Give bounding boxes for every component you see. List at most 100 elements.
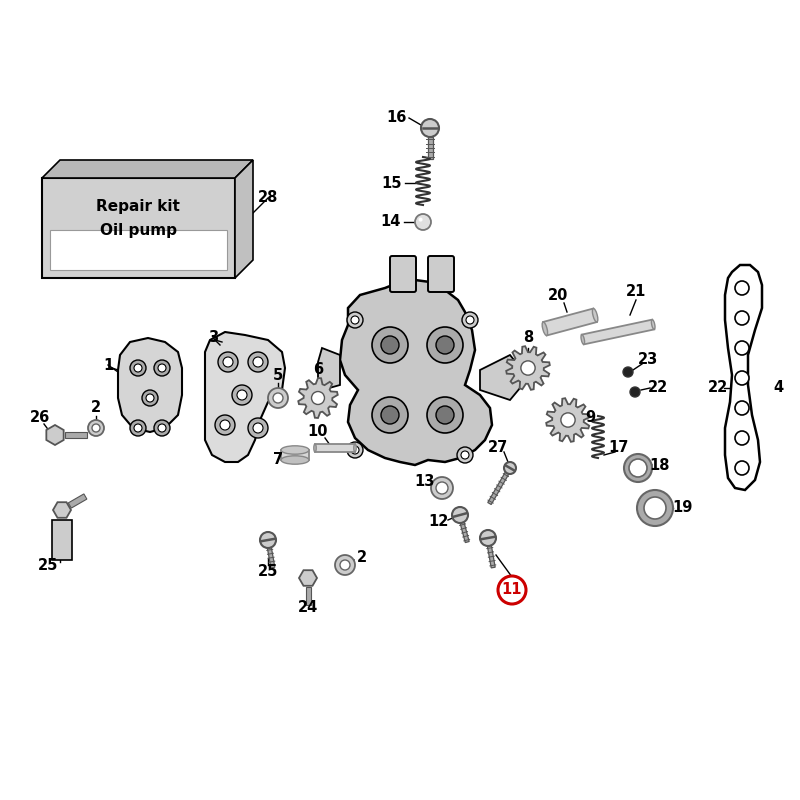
Ellipse shape bbox=[542, 322, 548, 335]
Ellipse shape bbox=[592, 309, 598, 322]
Text: 17: 17 bbox=[608, 441, 628, 455]
Text: 4: 4 bbox=[773, 381, 783, 395]
Polygon shape bbox=[546, 398, 590, 442]
Circle shape bbox=[340, 560, 350, 570]
Text: 14: 14 bbox=[381, 214, 401, 230]
Circle shape bbox=[372, 397, 408, 433]
Circle shape bbox=[218, 352, 238, 372]
Polygon shape bbox=[205, 332, 285, 462]
Circle shape bbox=[134, 424, 142, 432]
Polygon shape bbox=[460, 522, 469, 542]
Circle shape bbox=[415, 214, 431, 230]
Polygon shape bbox=[340, 280, 492, 465]
Circle shape bbox=[457, 447, 473, 463]
Text: 13: 13 bbox=[415, 474, 435, 490]
Circle shape bbox=[223, 357, 233, 367]
Text: 12: 12 bbox=[428, 514, 448, 530]
Circle shape bbox=[372, 327, 408, 363]
Circle shape bbox=[735, 341, 749, 355]
Circle shape bbox=[623, 367, 633, 377]
Ellipse shape bbox=[581, 334, 585, 344]
Text: 27: 27 bbox=[488, 441, 508, 455]
Polygon shape bbox=[427, 137, 433, 159]
Circle shape bbox=[480, 530, 496, 546]
Text: 26: 26 bbox=[30, 410, 50, 426]
Text: 22: 22 bbox=[708, 381, 728, 395]
Polygon shape bbox=[118, 338, 182, 432]
Circle shape bbox=[561, 413, 575, 427]
Text: 25: 25 bbox=[38, 558, 58, 573]
Circle shape bbox=[461, 451, 469, 459]
Circle shape bbox=[427, 397, 463, 433]
Circle shape bbox=[158, 364, 166, 372]
Text: 21: 21 bbox=[626, 285, 646, 299]
Text: 24: 24 bbox=[298, 601, 318, 615]
Text: 20: 20 bbox=[548, 287, 568, 302]
Ellipse shape bbox=[354, 444, 356, 452]
Text: Oil pump: Oil pump bbox=[99, 222, 177, 238]
Circle shape bbox=[452, 507, 468, 523]
Circle shape bbox=[130, 420, 146, 436]
Circle shape bbox=[521, 361, 535, 375]
Text: 18: 18 bbox=[650, 458, 670, 473]
Circle shape bbox=[311, 391, 325, 405]
Text: 1: 1 bbox=[103, 358, 113, 373]
Circle shape bbox=[462, 312, 478, 328]
Text: Repair kit: Repair kit bbox=[96, 198, 180, 214]
Circle shape bbox=[268, 388, 288, 408]
Circle shape bbox=[335, 555, 355, 575]
Circle shape bbox=[644, 497, 666, 519]
FancyBboxPatch shape bbox=[390, 256, 416, 292]
Circle shape bbox=[130, 360, 146, 376]
Polygon shape bbox=[298, 378, 338, 418]
Polygon shape bbox=[488, 472, 509, 505]
Circle shape bbox=[735, 371, 749, 385]
Text: 3: 3 bbox=[208, 330, 218, 346]
Polygon shape bbox=[52, 520, 72, 560]
Text: 25: 25 bbox=[258, 565, 278, 579]
Circle shape bbox=[421, 119, 439, 137]
Circle shape bbox=[220, 420, 230, 430]
Circle shape bbox=[381, 336, 399, 354]
Polygon shape bbox=[506, 346, 550, 390]
Circle shape bbox=[629, 459, 647, 477]
Circle shape bbox=[142, 390, 158, 406]
Circle shape bbox=[260, 532, 276, 548]
Circle shape bbox=[134, 364, 142, 372]
Circle shape bbox=[158, 424, 166, 432]
Ellipse shape bbox=[651, 320, 655, 330]
Polygon shape bbox=[582, 320, 654, 344]
Circle shape bbox=[436, 482, 448, 494]
Circle shape bbox=[418, 218, 422, 222]
Text: 7: 7 bbox=[273, 453, 283, 467]
Polygon shape bbox=[50, 230, 227, 270]
Polygon shape bbox=[480, 355, 522, 400]
Circle shape bbox=[351, 446, 359, 454]
Circle shape bbox=[248, 418, 268, 438]
Circle shape bbox=[498, 576, 526, 604]
Ellipse shape bbox=[281, 446, 309, 454]
Circle shape bbox=[624, 454, 652, 482]
Circle shape bbox=[154, 360, 170, 376]
Text: 10: 10 bbox=[308, 425, 328, 439]
Polygon shape bbox=[65, 432, 87, 438]
Circle shape bbox=[253, 357, 263, 367]
Circle shape bbox=[735, 461, 749, 475]
Polygon shape bbox=[318, 348, 340, 390]
Circle shape bbox=[232, 385, 252, 405]
Circle shape bbox=[637, 490, 673, 526]
Circle shape bbox=[347, 442, 363, 458]
Polygon shape bbox=[281, 450, 309, 460]
Circle shape bbox=[436, 336, 454, 354]
Circle shape bbox=[735, 431, 749, 445]
Text: 28: 28 bbox=[258, 190, 278, 206]
Circle shape bbox=[92, 424, 100, 432]
Text: 23: 23 bbox=[638, 353, 658, 367]
Polygon shape bbox=[543, 309, 597, 335]
Polygon shape bbox=[42, 178, 235, 278]
Text: 19: 19 bbox=[672, 501, 692, 515]
Polygon shape bbox=[42, 160, 253, 178]
Polygon shape bbox=[725, 265, 762, 490]
Circle shape bbox=[154, 420, 170, 436]
Polygon shape bbox=[267, 547, 275, 568]
